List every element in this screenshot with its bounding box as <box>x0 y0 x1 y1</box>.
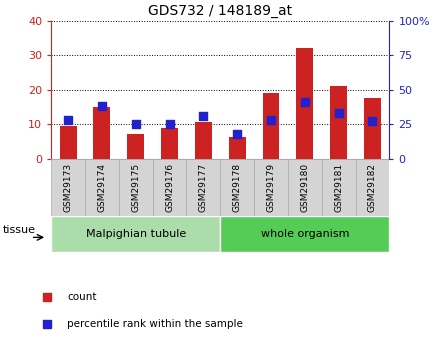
Bar <box>263 93 279 159</box>
Point <box>369 119 376 124</box>
Point <box>166 121 173 127</box>
Text: percentile rank within the sample: percentile rank within the sample <box>67 319 243 329</box>
Bar <box>364 98 381 159</box>
Bar <box>322 159 356 216</box>
Point <box>267 117 275 123</box>
Bar <box>288 159 322 216</box>
Point <box>301 99 308 105</box>
Text: GSM29182: GSM29182 <box>368 162 377 212</box>
Bar <box>51 159 85 216</box>
Text: GSM29177: GSM29177 <box>199 162 208 212</box>
Text: GSM29173: GSM29173 <box>64 162 73 212</box>
Bar <box>153 159 186 216</box>
Bar <box>119 159 153 216</box>
Title: GDS732 / 148189_at: GDS732 / 148189_at <box>148 4 292 18</box>
Text: whole organism: whole organism <box>261 229 349 239</box>
Point <box>335 110 342 116</box>
Text: GSM29178: GSM29178 <box>233 162 242 212</box>
Text: GSM29181: GSM29181 <box>334 162 343 212</box>
Bar <box>127 134 144 159</box>
Bar <box>296 48 313 159</box>
Bar <box>229 137 246 159</box>
Bar <box>356 159 389 216</box>
Point <box>98 104 105 109</box>
Point <box>234 131 241 137</box>
Point <box>335 150 342 155</box>
Text: GSM29180: GSM29180 <box>300 162 309 212</box>
Bar <box>330 86 347 159</box>
Bar <box>186 159 220 216</box>
Text: GSM29176: GSM29176 <box>165 162 174 212</box>
Point <box>65 117 72 123</box>
Bar <box>60 126 77 159</box>
Bar <box>161 128 178 159</box>
Text: GSM29175: GSM29175 <box>131 162 140 212</box>
Bar <box>220 216 389 252</box>
Bar <box>220 159 254 216</box>
Bar <box>93 107 110 159</box>
Bar <box>254 159 288 216</box>
Text: count: count <box>67 292 97 302</box>
Text: Malpighian tubule: Malpighian tubule <box>85 229 186 239</box>
Bar <box>85 159 119 216</box>
Point <box>132 121 139 127</box>
Point <box>200 113 207 119</box>
Bar <box>195 122 212 159</box>
Text: GSM29174: GSM29174 <box>97 162 106 212</box>
Bar <box>51 216 220 252</box>
Text: GSM29179: GSM29179 <box>267 162 275 212</box>
Text: tissue: tissue <box>3 225 36 235</box>
